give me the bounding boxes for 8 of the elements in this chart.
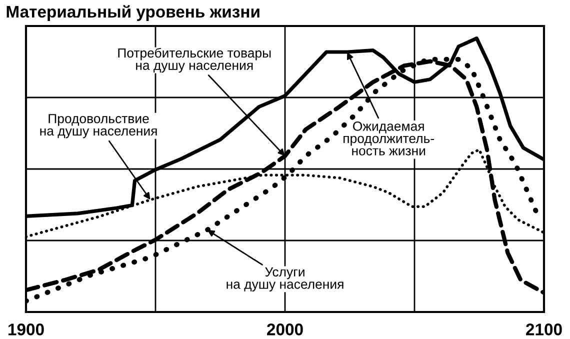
- annotation: Продовольствие на душу населения: [40, 114, 157, 138]
- annotation: Потребительские товары на душу населения: [118, 48, 271, 73]
- annotation: Ожидаемая продолжитель- ность жизни: [344, 121, 434, 156]
- x-tick-label: 1900: [8, 324, 44, 336]
- x-tick-label: 2100: [526, 324, 562, 336]
- x-tick-label: 2000: [267, 324, 303, 336]
- annotation: Услуги на душу населения: [226, 267, 344, 292]
- chart-title: Материальный уровень жизни: [6, 5, 260, 21]
